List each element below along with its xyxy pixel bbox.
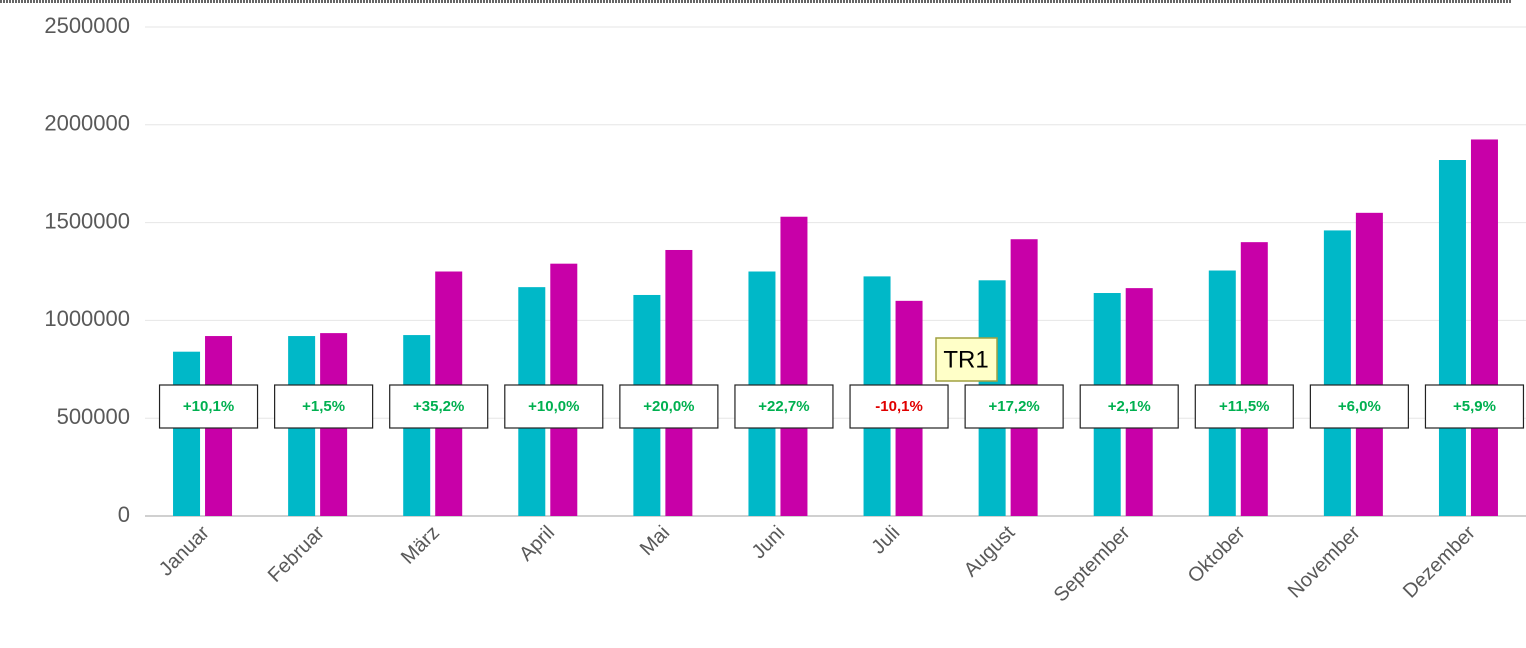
change-text: +22,7% [758,398,809,415]
change-label: +20,0% [619,384,719,429]
change-box [1194,384,1294,429]
change-box [849,384,949,429]
change-box [734,384,834,429]
bar [173,351,201,516]
change-label: +35,2% [389,384,489,429]
change-box [158,384,259,429]
y-tick-label: 2500000 [44,13,130,38]
x-tick-label: Februar [264,521,329,586]
change-label: +1,5% [274,384,374,429]
change-label: +5,9% [1424,384,1525,429]
x-tick-label: September [1050,521,1135,606]
x-tick-label: April [515,522,559,566]
change-text: +20,0% [643,398,694,415]
change-label: +6,0% [1309,384,1409,429]
x-tick-label: Mai [636,522,674,560]
bar [665,249,693,516]
change-box [619,384,719,429]
change-label: -10,1% [849,384,949,429]
change-box [389,384,489,429]
x-tick-label: Oktober [1184,521,1250,587]
change-label: +22,7% [734,384,834,429]
x-tick-label: August [960,521,1020,581]
x-tick-label: November [1284,521,1365,602]
change-text: +1,5% [302,398,345,415]
bar [1010,239,1038,516]
change-text: +35,2% [413,398,464,415]
change-text: +5,9% [1453,398,1496,415]
tag-box [935,337,998,382]
change-box [964,384,1064,429]
change-label: +10,1% [158,384,259,429]
tag-text: TR1 [943,346,988,373]
bar [1438,160,1466,516]
bar [1323,230,1351,516]
change-box [1079,384,1179,429]
change-text: +6,0% [1338,398,1381,415]
change-label: +11,5% [1194,384,1294,429]
tag: TR1 [935,337,998,382]
bar [1355,212,1383,516]
x-tick-label: Juli [868,522,905,559]
change-text: +17,2% [988,398,1039,415]
bar [780,216,808,516]
change-text: +2,1% [1108,398,1151,415]
change-label: +2,1% [1079,384,1179,429]
y-tick-label: 500000 [57,404,130,429]
change-text: -10,1% [875,398,923,415]
change-box [1424,384,1525,429]
x-tick-label: Juni [748,522,790,564]
change-box [1309,384,1409,429]
x-tick-label: Januar [155,521,214,580]
change-label: +10,0% [504,384,604,429]
y-tick-label: 1000000 [44,306,130,331]
change-box [504,384,604,429]
change-text: +10,1% [183,398,234,415]
bar [1240,242,1268,516]
change-text: +11,5% [1219,398,1269,415]
change-box [274,384,374,429]
change-text: +10,0% [528,398,579,415]
y-tick-label: 2000000 [44,111,130,136]
bar [1470,139,1498,516]
y-tick-label: 0 [118,502,130,527]
x-tick-label: März [397,522,444,569]
change-label: +17,2% [964,384,1064,429]
x-tick-label: Dezember [1399,521,1480,602]
y-tick-label: 1500000 [44,208,130,233]
